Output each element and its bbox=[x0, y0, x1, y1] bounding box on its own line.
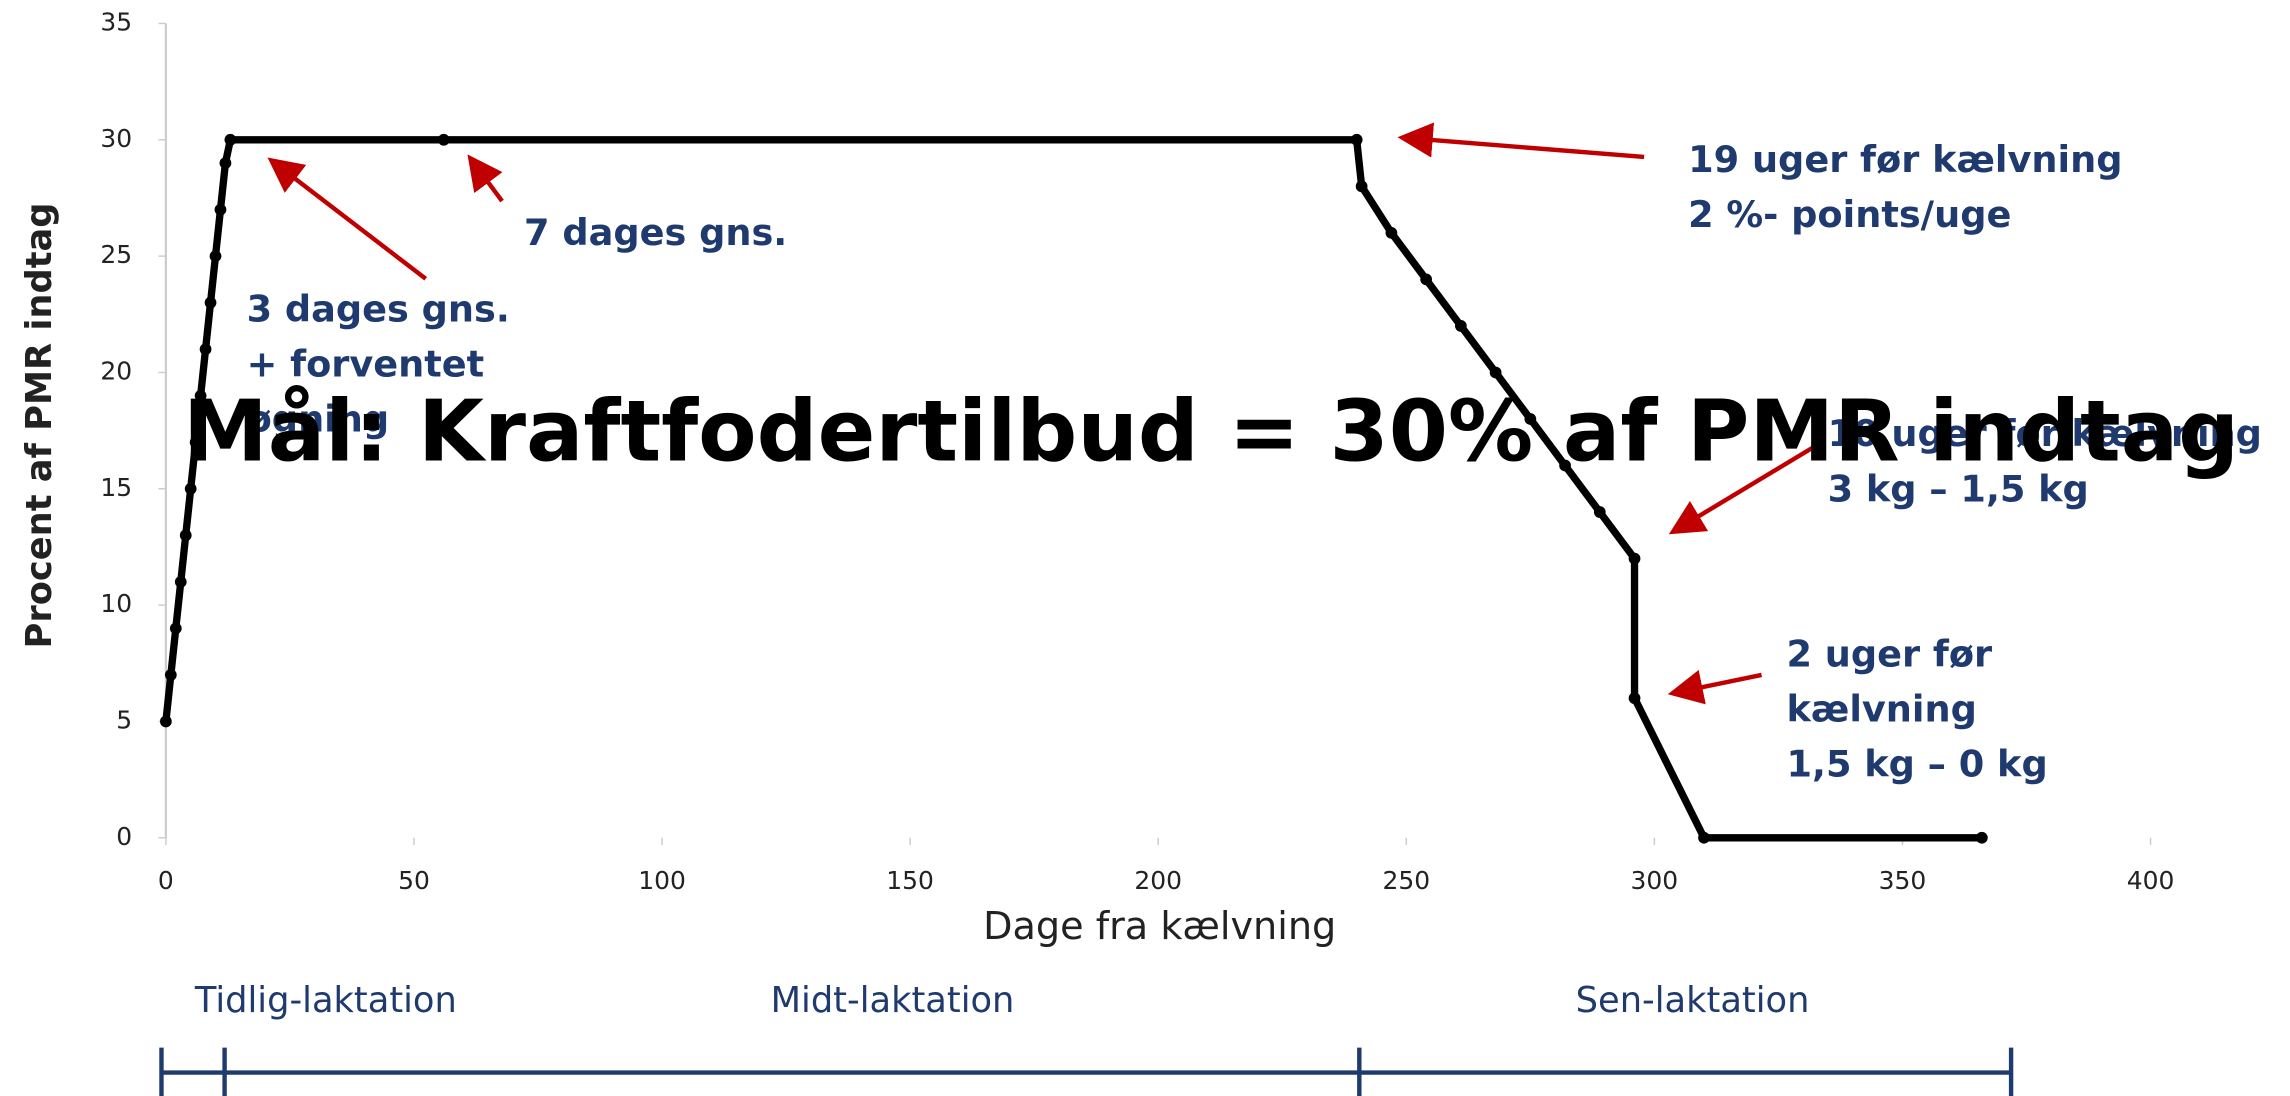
annotation: 3 kg – 1,5 kg bbox=[1828, 467, 2089, 510]
annotation: 2 %- points/uge bbox=[1688, 193, 2011, 236]
y-axis-label: Procent af PMR indtag bbox=[19, 203, 60, 649]
y-tick-label: 25 bbox=[100, 240, 132, 269]
annotation: øgning bbox=[247, 398, 390, 441]
data-point bbox=[1420, 273, 1433, 286]
x-axis-label: Dage fra kælvning bbox=[983, 904, 1336, 948]
data-point bbox=[169, 622, 182, 635]
y-tick-label: 15 bbox=[100, 473, 132, 502]
phase-bracket bbox=[159, 1047, 2014, 1096]
data-point bbox=[204, 296, 217, 309]
annotation: 10 uger før kælvning bbox=[1828, 412, 2262, 455]
data-point bbox=[164, 669, 177, 681]
annotation: kælvning bbox=[1786, 687, 1976, 730]
annotation: 3 dages gns. bbox=[247, 288, 510, 331]
data-point bbox=[1355, 180, 1368, 193]
x-tick-label: 300 bbox=[1631, 866, 1679, 895]
y-tick-label: 20 bbox=[100, 356, 132, 385]
data-point bbox=[1628, 692, 1641, 705]
annotation: + forventet bbox=[247, 343, 485, 386]
annotation: 19 uger før kælvning bbox=[1688, 138, 2122, 181]
x-tick-label: 150 bbox=[886, 866, 934, 895]
chart-title: Mål: Kraftfodertilbud = 30% af PMR indta… bbox=[183, 383, 2239, 482]
data-point bbox=[1593, 506, 1606, 518]
data-point bbox=[224, 133, 237, 146]
annotation: 1,5 kg – 0 kg bbox=[1786, 742, 2047, 785]
data-point bbox=[1559, 459, 1571, 472]
x-tick-label: 0 bbox=[158, 866, 174, 895]
x-tick-label: 50 bbox=[398, 866, 430, 895]
data-point bbox=[189, 436, 202, 449]
annotation: 7 dages gns. bbox=[524, 211, 787, 254]
data-point bbox=[160, 715, 172, 728]
annotation: 2 uger før bbox=[1786, 632, 1992, 675]
y-tick-label: 30 bbox=[100, 124, 132, 153]
data-point bbox=[174, 575, 187, 588]
data-line bbox=[162, 136, 1982, 842]
y-tick-label: 35 bbox=[100, 7, 132, 36]
data-point bbox=[1975, 831, 1988, 844]
phase-label: Midt-laktation bbox=[771, 980, 1015, 1021]
y-tick-label: 5 bbox=[116, 705, 132, 734]
data-point bbox=[184, 482, 197, 495]
data-point bbox=[219, 157, 232, 169]
data-point bbox=[1455, 320, 1467, 332]
data-point bbox=[437, 133, 450, 146]
data-point bbox=[1524, 413, 1537, 425]
data-point bbox=[179, 529, 192, 542]
x-tick-label: 250 bbox=[1382, 866, 1430, 895]
x-tick-label: 100 bbox=[638, 866, 686, 895]
arrows bbox=[267, 122, 1822, 705]
data-point bbox=[1698, 831, 1710, 844]
x-tick-label: 200 bbox=[1134, 866, 1182, 895]
data-point bbox=[199, 343, 212, 356]
data-point bbox=[1385, 226, 1398, 239]
x-tick-label: 350 bbox=[1879, 866, 1927, 895]
data-point bbox=[1489, 366, 1502, 379]
data-point bbox=[214, 203, 227, 216]
x-tick-label: 400 bbox=[2127, 866, 2175, 895]
data-point bbox=[1350, 133, 1363, 146]
data-point bbox=[209, 250, 222, 263]
data-point bbox=[194, 389, 207, 402]
y-tick-label: 10 bbox=[100, 589, 132, 618]
y-tick-label: 0 bbox=[116, 822, 132, 851]
phase-label: Tidlig-laktation bbox=[194, 980, 457, 1021]
phase-label: Sen-laktation bbox=[1576, 980, 1810, 1021]
data-point bbox=[1628, 552, 1641, 565]
